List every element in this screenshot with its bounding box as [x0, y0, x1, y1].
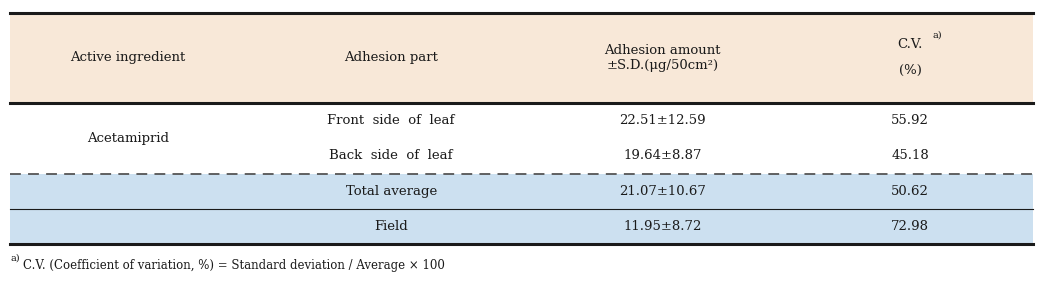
Text: 19.64±8.87: 19.64±8.87: [623, 149, 702, 162]
Bar: [10, 13, 1033, 103]
Text: a): a): [10, 254, 20, 263]
Text: C.V.: C.V.: [897, 38, 923, 51]
Text: 11.95±8.72: 11.95±8.72: [623, 220, 702, 233]
Text: Acetamiprid: Acetamiprid: [87, 132, 169, 144]
Text: a): a): [932, 31, 943, 40]
Text: C.V. (Coefficient of variation, %) = Standard deviation / Average × 100: C.V. (Coefficient of variation, %) = Sta…: [23, 259, 444, 272]
Text: Adhesion amount
±S.D.(μg/50cm²): Adhesion amount ±S.D.(μg/50cm²): [604, 44, 721, 72]
Text: (%): (%): [899, 64, 921, 77]
Text: 22.51±12.59: 22.51±12.59: [618, 114, 706, 127]
Text: Total average: Total average: [345, 185, 437, 198]
Text: Field: Field: [374, 220, 408, 233]
Text: Active ingredient: Active ingredient: [70, 51, 186, 64]
Bar: [10, 209, 1033, 244]
Text: Front  side  of  leaf: Front side of leaf: [328, 114, 455, 127]
Text: 21.07±10.67: 21.07±10.67: [618, 185, 706, 198]
Text: 55.92: 55.92: [891, 114, 929, 127]
Bar: [10, 174, 1033, 209]
Text: Back  side  of  leaf: Back side of leaf: [330, 149, 453, 162]
Text: 50.62: 50.62: [891, 185, 929, 198]
Text: 45.18: 45.18: [891, 149, 929, 162]
Text: Adhesion part: Adhesion part: [344, 51, 438, 64]
Text: 72.98: 72.98: [891, 220, 929, 233]
